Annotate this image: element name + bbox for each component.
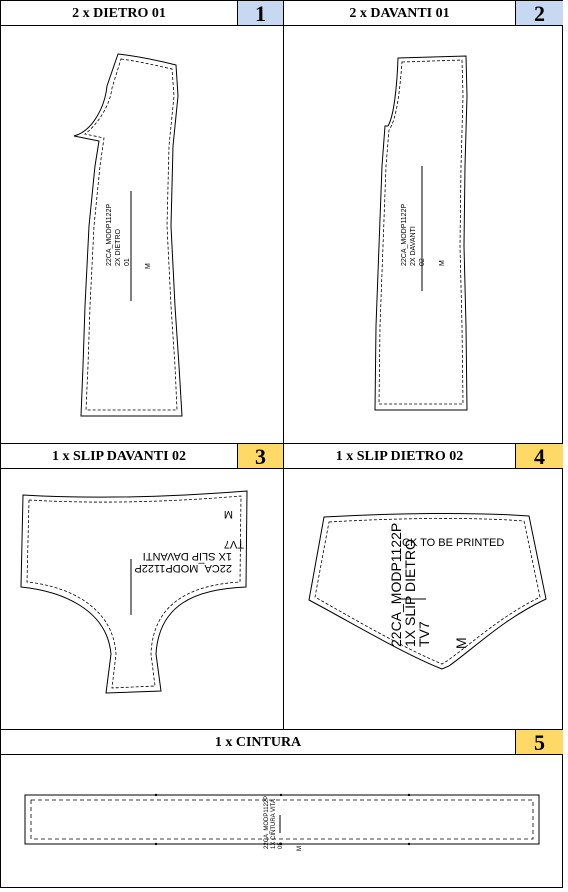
panel-4-piece: TV7 — [416, 621, 432, 647]
panel-1-drawing: 22CA_MODP1122P 2X DIETRO 01 M — [1, 26, 283, 443]
panel-1-size: M — [145, 263, 152, 269]
panel-1-number: 1 — [237, 1, 283, 26]
panel-4-size: M — [453, 637, 469, 649]
panel-4-qty: 1X SLIP DIETRO — [402, 539, 418, 647]
row-divider-1 — [1, 443, 563, 444]
panel-4-print-note: CK TO BE PRINTED — [402, 537, 504, 549]
panel-4-code: 22CA_MODP1122P — [388, 523, 404, 647]
panel-5-piece: 05 — [278, 842, 284, 849]
panel-5-code: 22CA_MODP1122P — [264, 796, 270, 849]
panel-2-code: 22CA_MODP1122P — [401, 204, 408, 266]
panel-3-header: 1 x SLIP DAVANTI 02 3 — [1, 444, 283, 469]
panel-1-piece: 01 — [124, 258, 131, 266]
column-divider — [283, 1, 284, 730]
panel-5-number: 5 — [515, 730, 563, 755]
panel-1-code: 22CA_MODP1122P — [106, 204, 113, 266]
panel-4-title: 1 x SLIP DIETRO 02 — [283, 444, 515, 468]
panel-2-drawing: 22CA_MODP1122P 2X DAVANTI 02 M — [284, 26, 563, 443]
panel-5-size: M — [297, 846, 303, 851]
panel-2-number: 2 — [515, 1, 563, 26]
panel-1-header: 2 x DIETRO 01 1 — [1, 1, 283, 26]
panel-2-qty: 2X DAVANTI — [410, 226, 417, 266]
panel-1-title: 2 x DIETRO 01 — [72, 6, 166, 21]
panel-3-piece: TV7 — [224, 538, 244, 550]
panel-3-title: 1 x SLIP DAVANTI 02 — [51, 449, 187, 464]
panel-2-header: 2 x DAVANTI 01 2 — [283, 1, 563, 26]
panel-5-qty: 1X CINTURA VITA — [271, 799, 277, 849]
panel-1-qty: 2X DIETRO — [115, 228, 122, 266]
panel-2-size: M — [439, 260, 446, 266]
panel-3-code: 22CA_MODP1122P — [134, 562, 232, 574]
panel-5-title: 1 x CINTURA — [214, 735, 302, 750]
panel-3-drawing: 22CA_MODP1122P 1X SLIP DAVANTI TV7 M — [1, 469, 283, 729]
panel-3-qty: 1X SLIP DAVANTI — [143, 550, 232, 562]
panel-5-drawing: 22CA_MODP1122P 1X CINTURA VITA 05 M — [1, 755, 563, 889]
row-divider-2 — [1, 729, 563, 730]
panel-4-drawing: 22CA_MODP1122P 1X SLIP DIETRO TV7 M CK T… — [284, 469, 563, 729]
panel-3-number: 3 — [237, 444, 283, 469]
panel-2-piece: 02 — [419, 258, 426, 266]
panel-3-size: M — [224, 508, 233, 520]
panel-5-header: 1 x CINTURA 5 — [1, 730, 563, 755]
panel-4-header: 1 x SLIP DIETRO 02 4 — [283, 444, 563, 469]
panel-4-number: 4 — [515, 444, 563, 469]
panel-2-title: 2 x DAVANTI 01 — [283, 1, 515, 25]
